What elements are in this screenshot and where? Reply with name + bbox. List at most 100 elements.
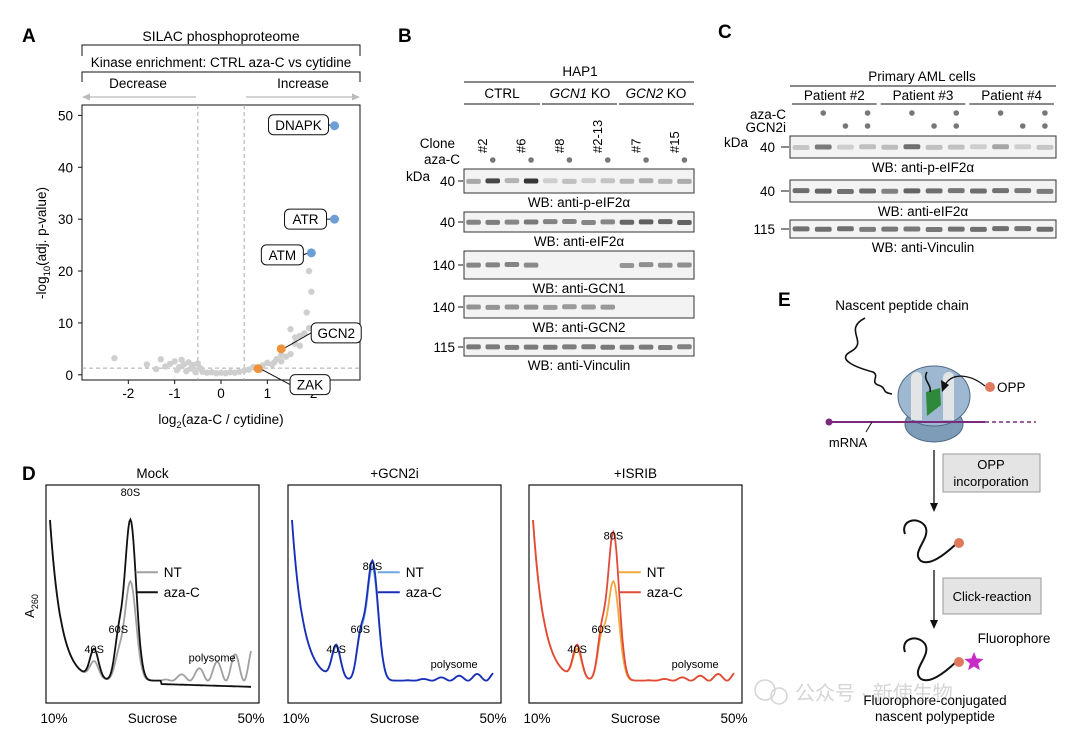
group-ctrl: CTRL (484, 86, 520, 101)
highlight-label-box (260, 244, 304, 266)
data-point (278, 351, 285, 359)
c-blot-1 (789, 179, 1057, 203)
blot-band (523, 304, 539, 310)
blot-band (677, 344, 692, 350)
mrna-5prime (825, 418, 833, 426)
data-point (278, 358, 285, 365)
polysome-profiles: Mock NT aza-C 40S 60S 80S polysome 10% Sucrose 50… (40, 466, 747, 726)
blot-band (523, 262, 539, 268)
b-caption-4: WB: anti-Vinculin (528, 358, 631, 373)
data-point (173, 366, 181, 374)
highlight-label-dnapk: DNAPK (275, 118, 322, 133)
treatment-dot (604, 157, 611, 163)
data-point (162, 363, 169, 370)
data-point (296, 342, 303, 349)
c-western-blots: 40 WB: anti-p-eIF2α 40 WB: anti-eIF2α 115 WB:… (753, 135, 1057, 255)
gcn2i-dot (1019, 123, 1026, 129)
blot-band (466, 344, 481, 350)
blot-band (466, 262, 481, 268)
peak-label: 60S (592, 624, 612, 636)
y-tick-label: 10 (58, 316, 73, 331)
blot-band (657, 178, 673, 184)
data-point (192, 369, 199, 376)
blot-band (638, 178, 654, 184)
blot-band (992, 226, 1010, 232)
blot-band (859, 226, 877, 232)
blot-band (969, 188, 987, 194)
blot-band (504, 304, 520, 310)
profile-line-0-azac (49, 517, 251, 688)
c-mw-label-0: 40 (760, 140, 775, 155)
blot-band (1036, 144, 1054, 150)
c-mw-label-1: 40 (760, 184, 775, 199)
a260-label: A260 (22, 594, 40, 618)
blot-band (619, 262, 635, 268)
gcn2i-dot (864, 123, 871, 129)
blot-band (903, 226, 921, 232)
highlight-point-dnapk (330, 121, 340, 131)
legend-label: NT (406, 565, 424, 580)
b-blot-1 (463, 211, 695, 233)
data-point (203, 369, 211, 376)
nascent-chain (844, 317, 893, 395)
gcn2i-dot (842, 123, 849, 129)
x-tick-label: 0 (217, 386, 225, 401)
aza-dot (997, 110, 1004, 116)
blot-band (677, 219, 692, 225)
labeled-peptide (903, 519, 956, 564)
increase-label: Increase (277, 76, 329, 91)
data-point (157, 356, 164, 363)
aza-dot (864, 110, 871, 116)
label-leader (282, 332, 312, 350)
blot-band (1014, 144, 1032, 150)
blot-band (485, 304, 501, 310)
gcn2i-dot (953, 123, 960, 129)
peak-label: 80S (121, 487, 141, 499)
trna-site-1 (910, 372, 923, 420)
blot-band (836, 188, 854, 194)
decrease-arrowhead (82, 93, 90, 101)
blot-band (466, 304, 481, 310)
step1-arrowhead (930, 503, 938, 512)
blot-band (523, 344, 539, 350)
peak-label: 80S (363, 561, 383, 573)
c-caption-2: WB: anti-Vinculin (872, 240, 975, 255)
y-tick-label: 20 (58, 264, 73, 279)
data-point (152, 365, 160, 373)
c-aza-label: aza-C (750, 107, 786, 122)
highlight-label-box (310, 322, 362, 344)
sucrose-label: Sucrose (611, 711, 661, 726)
nascent-chain-exit (924, 371, 932, 393)
blot-band (638, 219, 654, 225)
blot-band (925, 226, 943, 232)
b-mw-label-4: 115 (433, 340, 455, 355)
blot-band (600, 219, 616, 225)
data-point (213, 370, 220, 377)
y-tick-label: 30 (58, 212, 73, 227)
highlight-point-atr (330, 214, 340, 224)
blot-band (504, 219, 520, 225)
b-caption-2: WB: anti-GCN1 (532, 281, 625, 296)
blot-band (523, 219, 539, 225)
trna-p-site (926, 388, 941, 416)
blot-band (466, 178, 481, 184)
blot-band (677, 262, 692, 268)
data-point (183, 367, 190, 375)
blot-band (638, 262, 654, 268)
b-aza-label: aza-C (424, 152, 460, 167)
blot-band (836, 226, 854, 232)
blot-band (859, 188, 877, 194)
peak-label: 40S (326, 644, 346, 656)
data-point (305, 267, 313, 275)
watermark-text: 公众号 · 新使生物 (795, 682, 953, 705)
final-line1: Fluorophore-conjugated (863, 693, 1006, 708)
blot-band (619, 178, 635, 184)
y-tick-label: 40 (58, 160, 73, 175)
c-treatment-dots (820, 110, 1048, 129)
hap1-title: HAP1 (562, 64, 597, 79)
b-caption-3: WB: anti-GCN2 (532, 320, 625, 335)
highlight-label-atm: ATM (269, 248, 297, 263)
sucrose-end: 50% (479, 711, 506, 726)
polysome-label: polysome (189, 653, 236, 665)
